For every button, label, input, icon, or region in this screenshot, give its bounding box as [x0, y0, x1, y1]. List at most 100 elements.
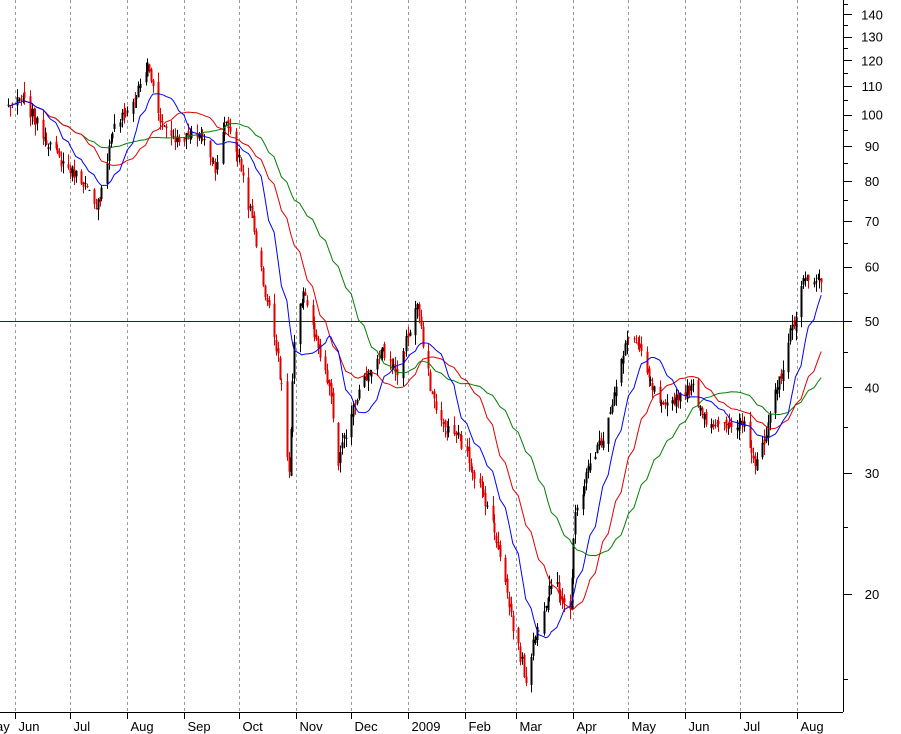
price-bar-body	[33, 108, 36, 122]
y-tick-label: 40	[865, 380, 879, 395]
price-bar-body	[209, 140, 212, 158]
price-bar-body	[817, 277, 820, 279]
x-tick-label: May	[632, 719, 657, 734]
price-bar-body	[750, 447, 753, 454]
price-bar-body	[203, 139, 206, 141]
price-bar-body	[212, 160, 215, 163]
x-tick-label: Feb	[469, 719, 491, 734]
price-bar-body	[530, 656, 533, 685]
price-bar-body	[306, 300, 309, 306]
price-bar-body	[576, 507, 579, 511]
price-bar-body	[550, 585, 553, 589]
price-bar-body	[170, 130, 173, 136]
price-bar-body	[124, 112, 127, 117]
price-bar-body	[178, 137, 181, 143]
price-bar-body	[547, 597, 550, 610]
x-tick-label: Aug	[801, 719, 824, 734]
price-bar-body	[165, 126, 168, 129]
price-bar-body	[471, 470, 474, 473]
price-bar-body	[332, 392, 335, 419]
price-bar-body	[159, 114, 162, 123]
price-bar-body	[653, 386, 656, 392]
price-bar-body	[738, 421, 741, 432]
price-bar-body	[453, 424, 456, 434]
price-bar-body	[216, 161, 219, 170]
price-bar-body	[403, 352, 406, 354]
price-bar-body	[660, 402, 663, 404]
y-tick-label: 130	[861, 30, 883, 45]
price-bar-body	[71, 166, 74, 177]
price-bar-body	[341, 442, 344, 449]
price-bar-body	[299, 303, 302, 345]
price-bar-body	[301, 302, 304, 306]
price-bar-body	[446, 430, 449, 435]
price-bar-body	[730, 422, 733, 428]
price-bar-body	[460, 434, 463, 449]
price-bar-body	[473, 472, 476, 479]
price-bar-body	[20, 98, 23, 101]
price-bar-body	[582, 494, 585, 510]
price-bar-body	[624, 343, 627, 356]
x-tick-label: Dec	[355, 719, 379, 734]
price-bar-body	[264, 285, 267, 298]
price-bar-body	[315, 334, 318, 340]
price-bar-body	[774, 389, 777, 414]
price-bar-body	[444, 420, 447, 428]
price-bar-body	[697, 380, 700, 407]
price-bar-body	[75, 170, 78, 177]
price-bar-body	[646, 351, 649, 373]
y-tick-label: 60	[865, 260, 879, 275]
price-bar-body	[201, 132, 204, 136]
price-bar-body	[352, 405, 355, 417]
price-bar-body	[622, 355, 625, 364]
y-tick-label: 100	[861, 108, 883, 123]
price-bar-body	[583, 486, 586, 494]
y-tick-label: 50	[865, 314, 879, 329]
price-bar-body	[754, 456, 757, 467]
price-bar-body	[176, 136, 179, 142]
price-bar-body	[795, 316, 798, 331]
price-bar-body	[651, 383, 654, 390]
price-bar-body	[761, 442, 764, 458]
price-bar-body	[638, 343, 641, 348]
price-bar-body	[255, 231, 258, 247]
price-bar-body	[356, 399, 359, 404]
x-tick-label: Jul	[744, 719, 761, 734]
price-bar-body	[699, 406, 702, 411]
price-bar-body	[414, 308, 417, 336]
price-bar-body	[532, 639, 535, 656]
price-bar-body	[701, 408, 704, 415]
y-tick-label: 70	[865, 214, 879, 229]
price-bar-body	[134, 98, 137, 102]
price-bar-body	[433, 391, 436, 399]
price-bar-body	[31, 108, 34, 117]
price-bar-body	[249, 206, 252, 208]
price-bar-body	[86, 186, 89, 188]
price-bar-body	[684, 392, 687, 397]
price-bar-body	[383, 343, 386, 358]
price-bar-body	[260, 250, 263, 267]
price-bar-body	[440, 410, 443, 421]
price-bar-body	[690, 384, 693, 391]
price-bar-body	[615, 386, 618, 397]
price-bar-body	[16, 97, 19, 106]
price-bar-body	[251, 205, 254, 219]
price-bar-body	[736, 427, 739, 430]
price-bar-body	[705, 411, 708, 425]
price-bar-body	[741, 420, 744, 425]
price-bar-body	[67, 164, 70, 168]
price-bar-body	[381, 347, 384, 352]
price-bar-body	[161, 121, 164, 123]
price-bar-body	[545, 605, 548, 608]
price-bar-body	[100, 187, 103, 199]
price-bar-body	[752, 455, 755, 459]
price-bar-body	[350, 414, 353, 438]
price-bar-body	[44, 137, 47, 142]
price-bar-body	[174, 137, 177, 143]
price-bar-body	[427, 350, 430, 369]
price-bar-body	[123, 109, 126, 115]
price-bar-body	[611, 404, 614, 413]
price-bar-body	[600, 437, 603, 446]
price-bar-body	[534, 636, 537, 644]
price-bar-body	[402, 351, 405, 379]
